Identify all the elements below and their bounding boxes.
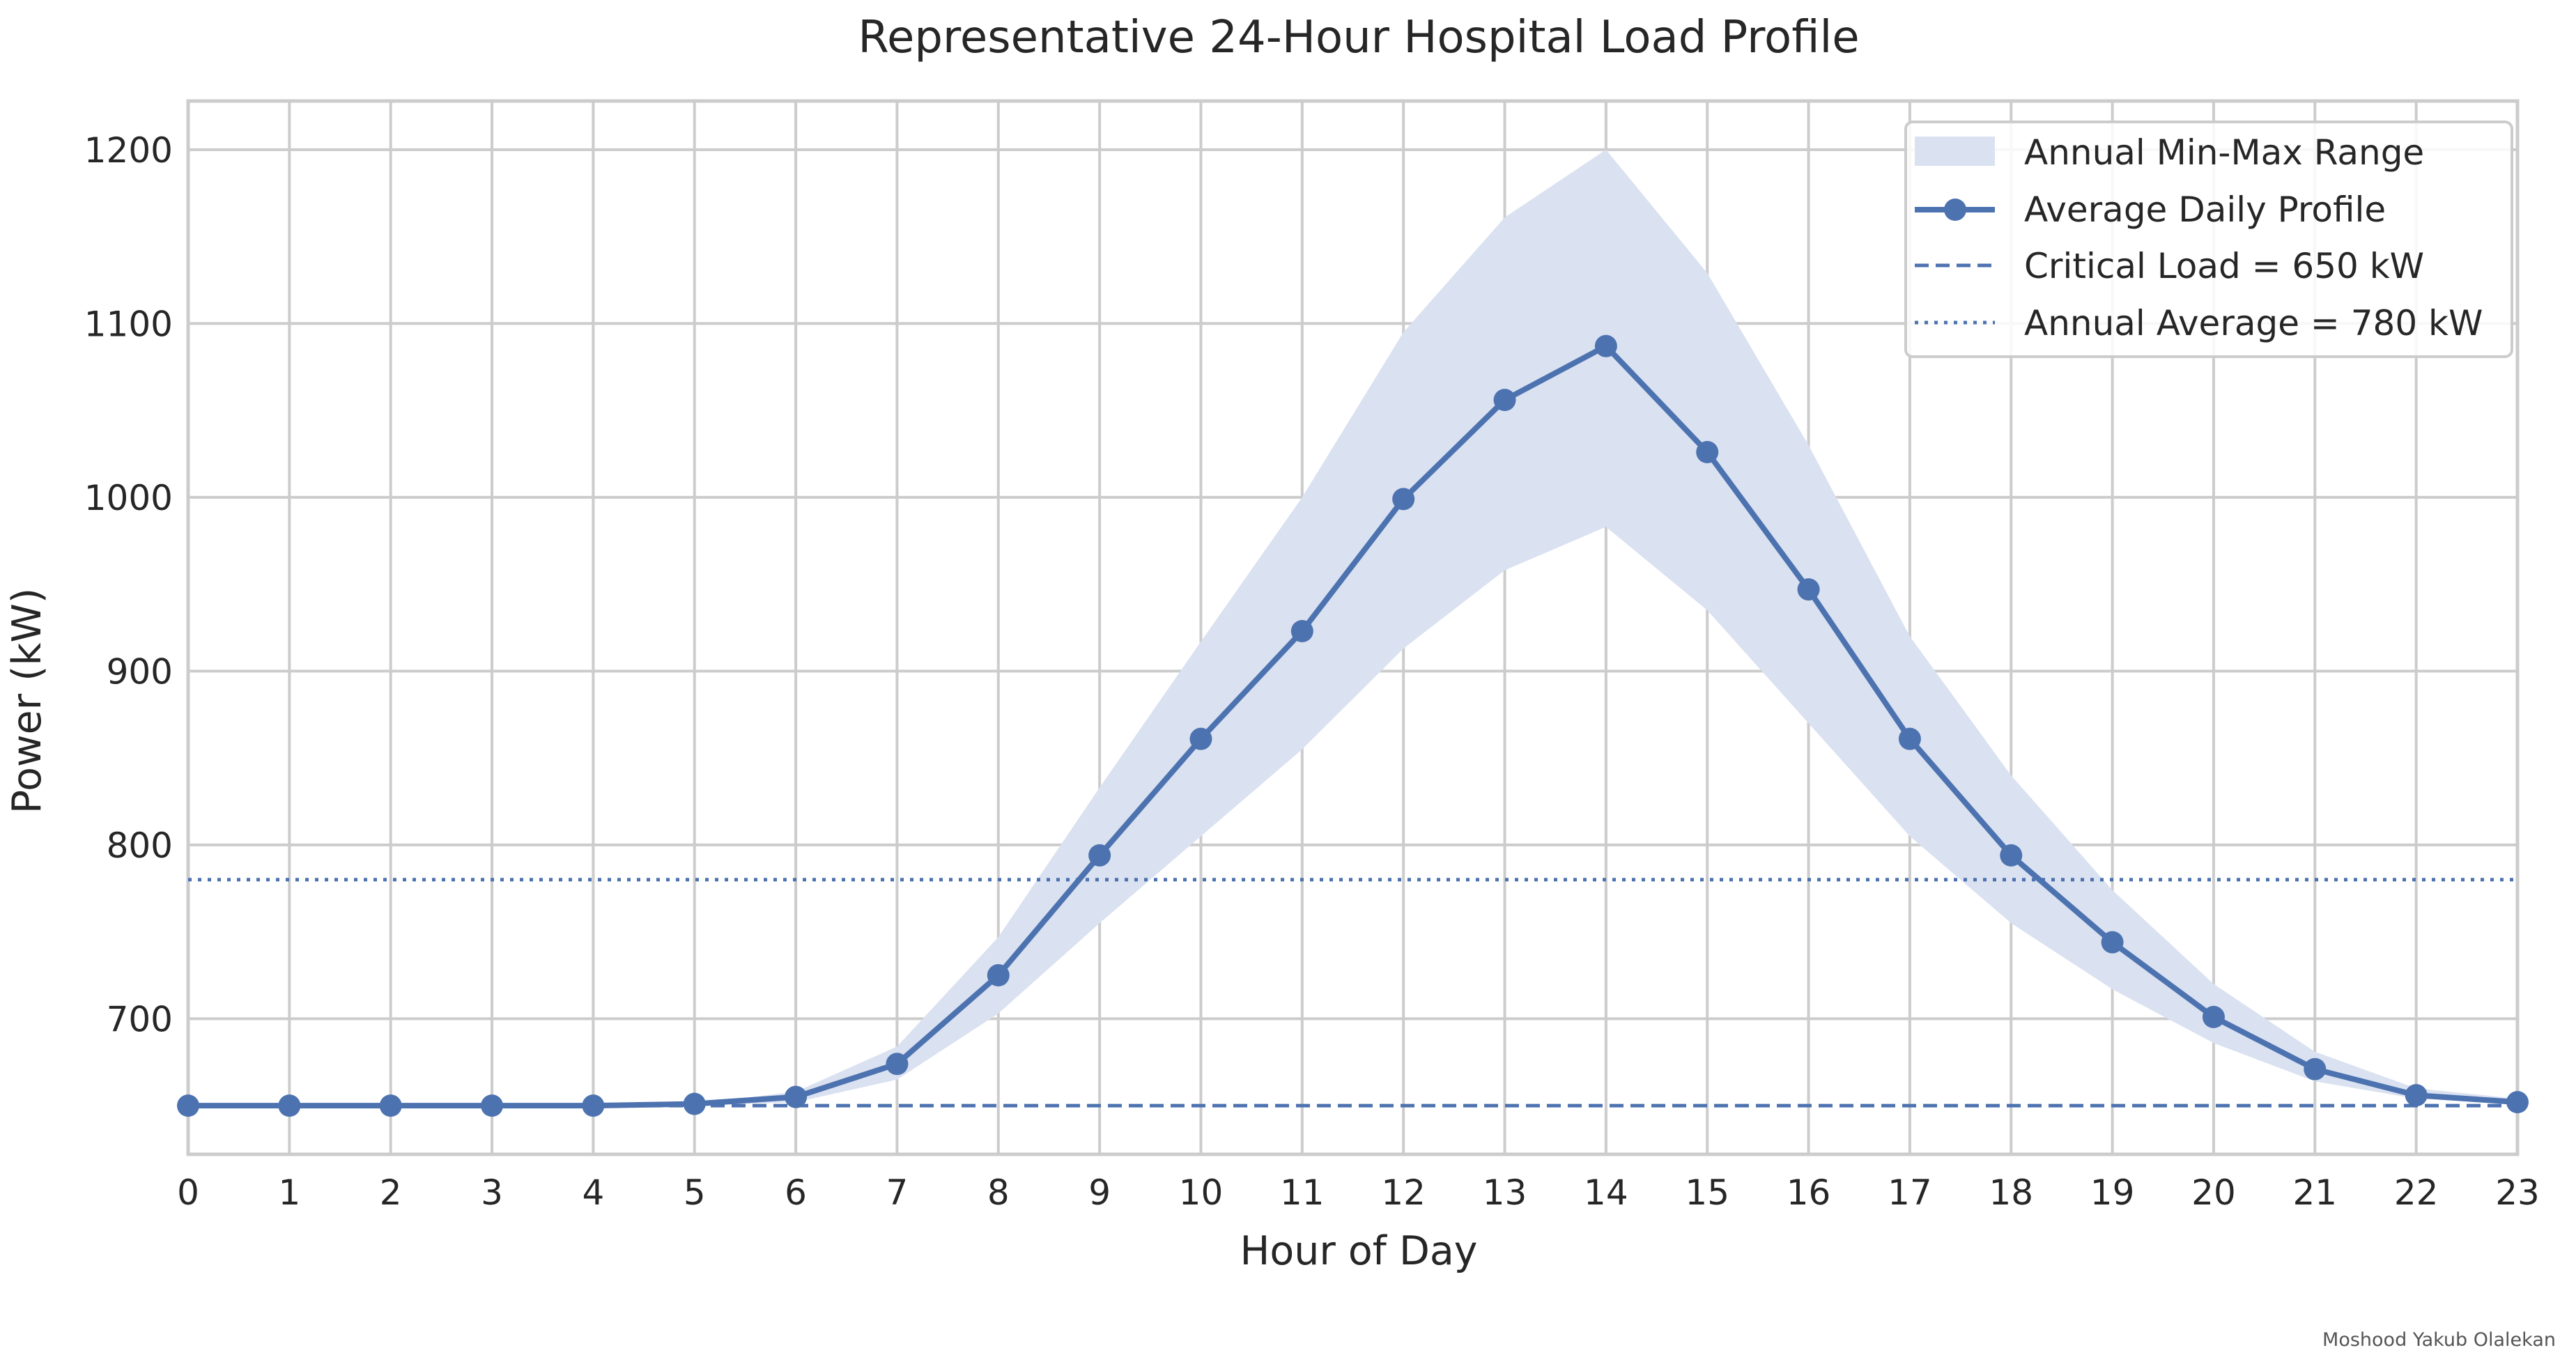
legend-label-band: Annual Min-Max Range <box>2024 132 2424 173</box>
chart-title: Representative 24-Hour Hospital Load Pro… <box>858 12 1859 63</box>
data-point-0-22 <box>2405 1084 2428 1107</box>
data-point-0-15 <box>1696 441 1719 463</box>
x-tick-label-1: 1 <box>278 1172 300 1213</box>
y-tick-labels: 700 800 900 1000 1100 1200 <box>84 130 173 1040</box>
legend-swatch-band <box>1915 137 1995 166</box>
x-tick-label-21: 21 <box>2292 1172 2337 1213</box>
y-tick-label-2: 900 <box>107 651 173 692</box>
data-point-0-4 <box>582 1094 605 1117</box>
plot-frame <box>186 99 2520 1156</box>
legend-label-critical-load: Critical Load = 650 kW <box>2024 246 2424 286</box>
x-tick-label-11: 11 <box>1280 1172 1325 1213</box>
data-point-0-12 <box>1392 488 1415 511</box>
data-point-0-8 <box>987 964 1010 987</box>
data-point-0-10 <box>1189 727 1212 750</box>
data-point-0-2 <box>379 1094 402 1117</box>
x-tick-label-17: 17 <box>1888 1172 1932 1213</box>
x-tick-label-10: 10 <box>1179 1172 1224 1213</box>
x-tick-label-2: 2 <box>380 1172 402 1213</box>
data-point-0-7 <box>886 1053 909 1076</box>
data-point-0-11 <box>1290 619 1313 642</box>
y-tick-label-0: 700 <box>107 999 173 1039</box>
x-tick-label-12: 12 <box>1381 1172 1426 1213</box>
x-tick-labels: 0 1 2 3 4 5 6 7 8 9 10 11 12 13 14 15 16 17 18 19 20 21 22 23 <box>177 1172 2540 1213</box>
data-point-0-20 <box>2202 1005 2225 1028</box>
x-tick-label-14: 14 <box>1584 1172 1628 1213</box>
x-tick-label-9: 9 <box>1088 1172 1111 1213</box>
data-point-0-17 <box>1898 727 1921 750</box>
x-tick-label-23: 23 <box>2495 1172 2540 1213</box>
x-tick-label-6: 6 <box>785 1172 807 1213</box>
data-point-0-0 <box>177 1094 199 1117</box>
x-tick-label-0: 0 <box>177 1172 199 1213</box>
x-tick-label-5: 5 <box>684 1172 706 1213</box>
x-tick-label-4: 4 <box>582 1172 604 1213</box>
legend: Annual Min-Max Range Average Daily Profi… <box>1904 121 2513 358</box>
x-tick-label-8: 8 <box>987 1172 1010 1213</box>
x-tick-label-3: 3 <box>481 1172 503 1213</box>
legend-label-series: Average Daily Profile <box>2024 189 2386 230</box>
data-point-0-3 <box>481 1094 504 1117</box>
band-area <box>188 149 2517 1106</box>
y-tick-label-3: 1000 <box>84 478 173 518</box>
data-point-0-14 <box>1594 334 1617 357</box>
data-point-0-9 <box>1088 844 1111 867</box>
x-tick-label-16: 16 <box>1787 1172 1831 1213</box>
x-tick-label-19: 19 <box>2090 1172 2135 1213</box>
credit-text: Moshood Yakub Olalekan <box>2322 1329 2556 1351</box>
data-point-0-6 <box>785 1085 808 1108</box>
series-layer <box>177 334 2529 1117</box>
data-point-0-23 <box>2506 1091 2529 1114</box>
x-tick-label-18: 18 <box>1989 1172 2033 1213</box>
x-tick-label-15: 15 <box>1685 1172 1729 1213</box>
data-point-0-18 <box>2000 844 2023 867</box>
legend-frame <box>1904 121 2513 358</box>
y-tick-label-1: 800 <box>107 826 173 866</box>
data-point-0-1 <box>278 1094 301 1117</box>
data-point-0-19 <box>2101 931 2124 954</box>
series-line-0 <box>188 343 2518 1109</box>
data-point-0-13 <box>1493 389 1516 412</box>
y-axis-label: Power (kW) <box>4 588 50 814</box>
legend-label-annual-average: Annual Average = 780 kW <box>2024 303 2483 343</box>
band-layer <box>188 149 2517 1106</box>
x-axis-label: Hour of Day <box>1240 1228 1477 1274</box>
y-tick-label-5: 1200 <box>84 130 173 171</box>
x-tick-label-13: 13 <box>1483 1172 1527 1213</box>
data-point-0-21 <box>2304 1057 2327 1080</box>
x-tick-label-20: 20 <box>2191 1172 2236 1213</box>
y-tick-label-4: 1100 <box>84 304 173 344</box>
data-point-0-5 <box>683 1092 706 1115</box>
x-tick-label-22: 22 <box>2394 1172 2439 1213</box>
legend-swatch-series-marker <box>1944 199 1966 221</box>
data-point-0-16 <box>1797 578 1820 601</box>
x-tick-label-7: 7 <box>886 1172 909 1213</box>
